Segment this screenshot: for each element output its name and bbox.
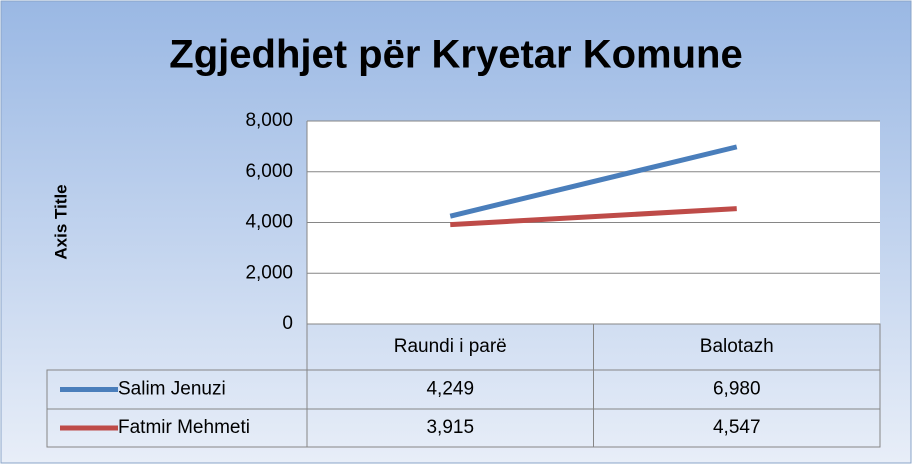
y-tick-label: 4,000 [245,212,293,233]
x-tick-label: Raundi i parë [394,336,507,357]
legend-label: Fatmir Mehmeti [118,417,250,438]
series-line [450,206,737,228]
chart-title: Zgjedhjet për Kryetar Komune [169,33,742,77]
data-label: 4,547 [713,417,761,438]
x-tick-label: Balotazh [700,336,774,357]
y-tick-label: 2,000 [245,262,293,283]
y-tick-label: 8,000 [245,110,293,131]
data-label: 4,249 [426,379,474,400]
y-axis-title: Axis Title [51,184,70,259]
legend-label: Salim Jenuzi [118,379,226,400]
data-label: 3,915 [426,417,474,438]
data-label: 6,980 [713,379,761,400]
y-tick-label: 6,000 [245,161,293,182]
y-tick-label: 0 [282,313,293,334]
series-line [449,144,738,219]
